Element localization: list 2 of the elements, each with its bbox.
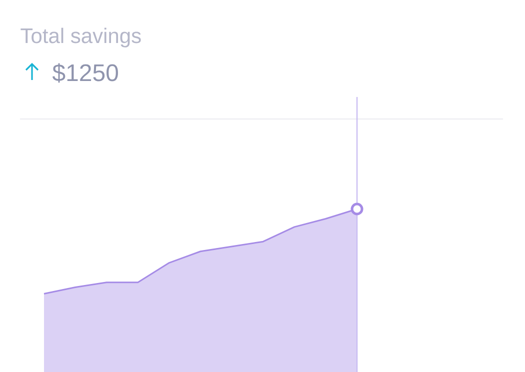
chart-title: Total savings	[20, 28, 141, 48]
chart-subtitle: $1250	[52, 63, 118, 83]
